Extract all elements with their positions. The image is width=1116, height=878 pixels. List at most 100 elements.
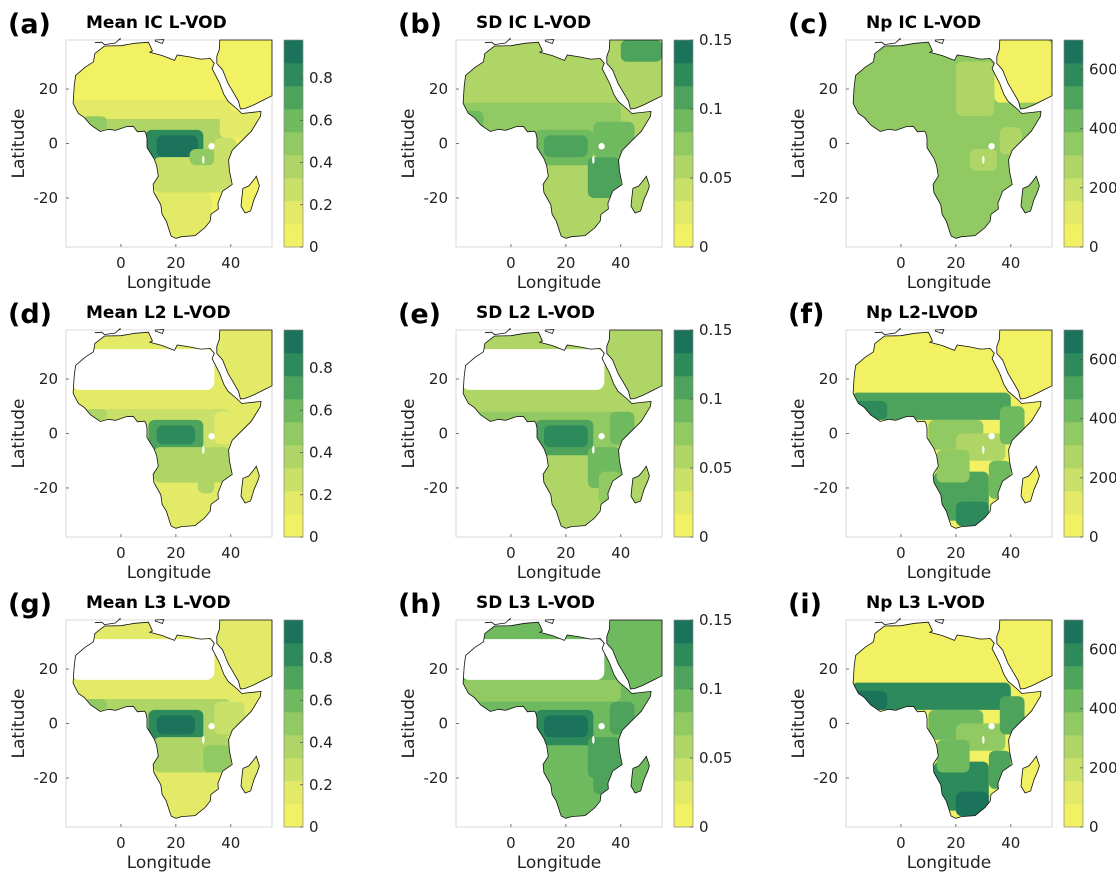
colorbar-segment — [1064, 422, 1083, 446]
colorbar-segment — [1064, 40, 1083, 64]
colorbar-tick-label: 200 — [1089, 469, 1116, 487]
colorbar-tick-label: 0.2 — [309, 196, 333, 214]
y-tick-label: 0 — [828, 715, 838, 733]
colorbar-segment — [1064, 178, 1083, 202]
y-axis-label: Latitude — [9, 399, 29, 469]
colorbar-segment — [284, 804, 303, 828]
colorbar-segment — [284, 712, 303, 736]
x-tick-label: 0 — [506, 834, 516, 852]
colorbar-segment — [1064, 666, 1083, 690]
y-axis-label: Latitude — [399, 109, 419, 179]
colorbar-tick-label: 0.1 — [699, 390, 723, 408]
colorbar-segment — [284, 109, 303, 133]
y-tick-label: 20 — [429, 80, 448, 98]
panel-title: Np L3 L-VOD — [866, 593, 985, 613]
y-tick-label: 20 — [819, 80, 838, 98]
x-tick-label: 40 — [221, 544, 240, 562]
colorbar-segment — [1064, 468, 1083, 492]
colorbar-segment — [674, 63, 693, 87]
colorbar-tick-label: 0 — [699, 238, 709, 256]
coastline-arabia — [996, 329, 1053, 400]
coastline-africa — [72, 41, 262, 239]
y-tick-label: 0 — [48, 425, 58, 443]
colorbar-segment — [674, 445, 693, 469]
colorbar-segment — [284, 86, 303, 110]
colorbar-tick-label: 0.8 — [309, 69, 333, 87]
colorbar-tick-label: 0 — [309, 528, 319, 546]
colorbar-tick-label: 0 — [1089, 528, 1099, 546]
x-tick-label: 40 — [611, 834, 630, 852]
colorbar-frame — [283, 619, 304, 828]
colorbar-segment — [284, 376, 303, 400]
colorbar-segment — [674, 620, 693, 644]
y-axis-label: Latitude — [399, 399, 419, 469]
colorbar-tick-label: 0.6 — [309, 401, 333, 419]
y-tick-label: 20 — [429, 370, 448, 388]
sahara-no-data — [463, 349, 605, 390]
y-tick-label: 0 — [828, 135, 838, 153]
y-tick-label: -20 — [34, 769, 59, 787]
coastline-arabia — [216, 329, 273, 400]
y-tick-label: 0 — [828, 425, 838, 443]
colorbar-tick-label: 0.1 — [699, 680, 723, 698]
x-tick-label: 0 — [116, 544, 126, 562]
y-tick-label: -20 — [424, 189, 449, 207]
y-tick-label: -20 — [34, 479, 59, 497]
y-tick-label: 0 — [48, 135, 58, 153]
panel-title: Mean L2 L-VOD — [86, 303, 231, 323]
colorbar-segment — [284, 178, 303, 202]
coastline-arabia — [606, 329, 663, 400]
colorbar-segment — [1064, 804, 1083, 828]
y-tick-label: 20 — [39, 370, 58, 388]
x-axis-label: Longitude — [907, 853, 992, 873]
x-axis-label: Longitude — [127, 273, 212, 293]
coastline-arabia — [996, 39, 1053, 110]
colorbar-segment — [1064, 491, 1083, 515]
colorbar-segment — [1064, 330, 1083, 354]
colorbar-segment — [674, 689, 693, 713]
colorbar-segment — [284, 132, 303, 156]
panel-letter: (b) — [398, 9, 442, 40]
x-tick-label: 40 — [1001, 544, 1020, 562]
x-axis-label: Longitude — [517, 273, 602, 293]
colorbar-tick-label: 0.05 — [699, 749, 732, 767]
colorbar-segment — [1064, 201, 1083, 225]
x-tick-label: 0 — [116, 834, 126, 852]
colorbar-tick-label: 0.05 — [699, 459, 732, 477]
colorbar-segment — [674, 376, 693, 400]
x-tick-label: 0 — [116, 254, 126, 272]
colorbar-segment — [674, 399, 693, 423]
x-axis-label: Longitude — [127, 853, 212, 873]
x-axis-label: Longitude — [907, 563, 992, 583]
colorbar-segment — [674, 155, 693, 179]
colorbar-segment — [674, 643, 693, 667]
colorbar-tick-label: 0.4 — [309, 154, 333, 172]
x-axis-label: Longitude — [517, 563, 602, 583]
y-axis-label: Latitude — [9, 689, 29, 759]
colorbar-tick-label: 0.15 — [699, 321, 732, 339]
y-tick-label: -20 — [814, 479, 839, 497]
colorbar-frame — [673, 329, 694, 538]
y-tick-label: -20 — [814, 769, 839, 787]
colorbar-segment — [1064, 620, 1083, 644]
sahara-no-data — [463, 639, 605, 680]
panel-title: Mean IC L-VOD — [86, 13, 227, 33]
x-axis-label: Longitude — [907, 273, 992, 293]
coastline-madagascar — [240, 755, 260, 794]
y-tick-label: 20 — [39, 80, 58, 98]
colorbar-segment — [284, 643, 303, 667]
y-tick-label: -20 — [424, 769, 449, 787]
y-tick-label: -20 — [34, 189, 59, 207]
colorbar-segment — [284, 201, 303, 225]
colorbar-segment — [1064, 353, 1083, 377]
colorbar-tick-label: 0.15 — [699, 611, 732, 629]
colorbar-tick-label: 0 — [1089, 238, 1099, 256]
sahara-no-data — [73, 349, 215, 390]
colorbar-tick-label: 0 — [309, 238, 319, 256]
colorbar-segment — [1064, 445, 1083, 469]
